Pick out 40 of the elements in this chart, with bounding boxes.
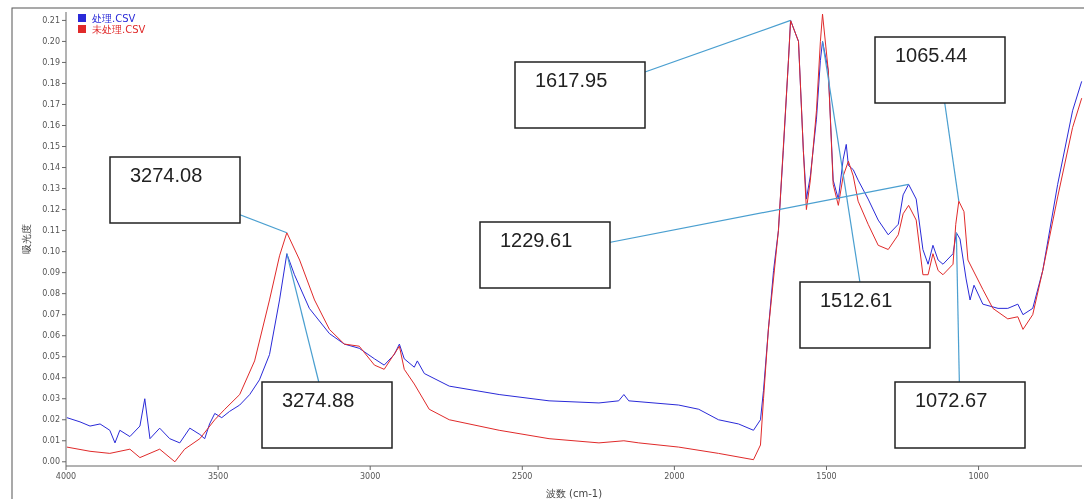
annotation: 1229.61 xyxy=(500,229,573,251)
y-tick-label: 0.18 xyxy=(42,79,60,89)
annotation: 1065.44 xyxy=(895,44,968,66)
annotation: 1512.61 xyxy=(820,289,893,311)
y-tick-label: 0.15 xyxy=(42,142,60,152)
y-tick-label: 0.16 xyxy=(42,121,60,131)
y-axis-title: 吸光度 xyxy=(21,224,32,254)
y-tick-label: 0.17 xyxy=(42,100,60,110)
y-tick-label: 0.20 xyxy=(42,36,60,46)
legend-label: 处理.CSV xyxy=(92,13,136,24)
y-tick-label: 0.05 xyxy=(42,352,60,362)
annotation: 3274.88 xyxy=(282,389,355,411)
y-tick-label: 0.06 xyxy=(42,331,60,341)
y-tick-label: 0.13 xyxy=(42,184,60,194)
legend-label: 未处理.CSV xyxy=(92,24,146,35)
y-tick-label: 0.21 xyxy=(42,15,60,25)
y-tick-label: 0.02 xyxy=(42,415,60,425)
y-tick-label: 0.04 xyxy=(42,373,60,383)
annotation: 1072.67 xyxy=(915,389,988,411)
y-tick-label: 0.09 xyxy=(42,268,60,278)
x-tick-label: 1000 xyxy=(968,472,989,481)
y-tick-label: 0.10 xyxy=(42,247,60,257)
y-tick-label: 0.07 xyxy=(42,310,60,320)
x-tick-label: 2500 xyxy=(512,472,533,481)
x-tick-label: 3500 xyxy=(207,472,229,481)
annotation: 3274.08 xyxy=(130,164,203,186)
y-tick-label: 0.01 xyxy=(42,436,60,446)
y-tick-label: 0.00 xyxy=(42,457,60,467)
y-tick-label: 0.11 xyxy=(42,226,60,236)
y-tick-label: 0.14 xyxy=(42,163,60,173)
x-tick-label: 1500 xyxy=(816,472,837,481)
x-tick-label: 2000 xyxy=(664,472,685,481)
annotation: 1617.95 xyxy=(535,69,608,91)
y-tick-label: 0.19 xyxy=(42,58,60,67)
x-tick-label: 4000 xyxy=(55,472,77,481)
y-tick-label: 0.08 xyxy=(42,289,60,299)
x-tick-label: 3000 xyxy=(360,472,381,481)
x-axis-title: 波数 (cm-1) xyxy=(545,488,603,499)
y-tick-label: 0.03 xyxy=(42,394,60,404)
y-tick-label: 0.12 xyxy=(42,205,60,215)
